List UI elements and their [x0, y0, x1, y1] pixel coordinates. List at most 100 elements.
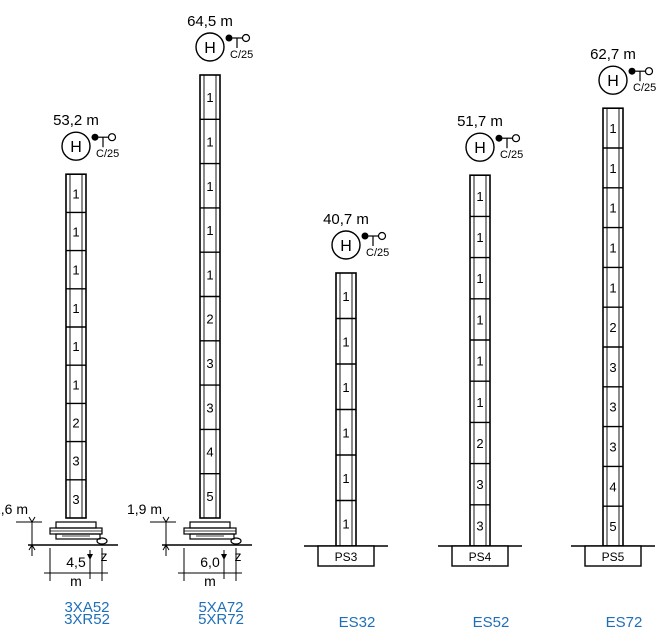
model-caption: ES52: [472, 614, 510, 631]
section-number: 1: [609, 201, 616, 216]
model-caption: 3XR52: [64, 611, 110, 628]
section-number: 1: [342, 289, 349, 304]
chassis-top: [189, 521, 231, 529]
lamp-filled-icon: [495, 134, 503, 142]
foundation-block: [584, 545, 642, 567]
section-number: 1: [476, 230, 483, 245]
section-number: 1: [72, 339, 79, 354]
hook-code: C/25: [633, 82, 656, 94]
section-number: 2: [72, 416, 79, 431]
lamp-filled-icon: [225, 34, 233, 42]
wheel: [96, 537, 108, 545]
section-number: 2: [609, 320, 616, 335]
hook-circle: [331, 230, 361, 260]
section-number: 1: [476, 271, 483, 286]
hook-label: H: [70, 139, 82, 156]
hook-label: H: [607, 73, 619, 90]
hook-label: H: [474, 140, 486, 157]
hook-label: H: [204, 40, 216, 57]
base-height-label: 1,6 m: [0, 501, 28, 517]
section-number: 2: [476, 436, 483, 451]
section-number: 3: [206, 356, 213, 371]
lamp-filled-icon: [361, 232, 369, 240]
section-number: 1: [206, 179, 213, 194]
section-number: 4: [609, 479, 616, 494]
hook-circle: [465, 132, 495, 162]
foundation-block: [451, 545, 509, 567]
height-label: 62,7 m: [590, 46, 636, 63]
model-caption: ES72: [605, 614, 643, 631]
hook-label: H: [340, 238, 352, 255]
hook-circle: [195, 32, 225, 62]
section-number: 3: [72, 454, 79, 469]
section-number: 3: [476, 518, 483, 533]
lamp-empty-icon: [107, 133, 117, 142]
section-number: 5: [609, 519, 616, 534]
chassis-top: [55, 521, 97, 529]
section-number: 1: [206, 267, 213, 282]
z-label: z: [235, 548, 242, 564]
tower-3xa52: 1 1 1 1 1 1 2 3 3 H C/25 53,2 m 1,6 m 4,5 m z: [0, 112, 119, 589]
section-number: 1: [342, 471, 349, 486]
hook-code: C/25: [96, 148, 119, 160]
foundation-label: PS3: [335, 550, 358, 564]
lamp-empty-icon: [511, 134, 521, 143]
section-number: 1: [72, 263, 79, 278]
section-number: 1: [342, 425, 349, 440]
base-height-label: 1,9 m: [127, 501, 162, 517]
height-label: 51,7 m: [457, 113, 503, 130]
base-width-label: 4,5: [66, 554, 86, 570]
lamp-empty-icon: [241, 33, 251, 43]
lamp-filled-icon: [628, 67, 636, 75]
section-number: 1: [72, 301, 79, 316]
lamp-filled-icon: [91, 133, 99, 141]
section-number: 1: [476, 312, 483, 327]
mast-inner-outline: [69, 173, 83, 519]
z-label: z: [101, 548, 108, 564]
section-number: 1: [609, 161, 616, 176]
tower-5xa72: 1 1 1 1 1 2 3 3 4 5 H C/25 64,5 m 1,9 m 6,0 m z: [127, 13, 253, 589]
dim-arrow: [28, 516, 36, 523]
section-number: 4: [206, 445, 213, 460]
chassis-lower: [189, 533, 235, 540]
hook-circle: [598, 65, 628, 95]
section-number: 2: [206, 312, 213, 327]
section-number: 1: [206, 90, 213, 105]
section-number: 3: [609, 360, 616, 375]
section-number: 1: [72, 377, 79, 392]
model-caption: 5XR72: [198, 611, 244, 628]
section-number: 1: [342, 380, 349, 395]
hook-circle: [61, 131, 91, 161]
wheel: [230, 537, 242, 545]
section-number: 1: [72, 225, 79, 240]
section-number: 1: [476, 189, 483, 204]
lamp-empty-icon: [377, 231, 387, 241]
section-number: 1: [206, 134, 213, 149]
height-label: 53,2 m: [53, 112, 99, 129]
foundation-label: PS5: [602, 550, 625, 564]
section-number: 3: [206, 400, 213, 415]
base-width-label: 6,0: [200, 554, 220, 570]
model-caption: 3XA52: [64, 599, 110, 616]
tower-es32: 1 1 1 1 1 1 H C/25 40,7 m PS3: [304, 211, 389, 567]
base-width-unit: m: [204, 573, 216, 589]
section-number: 1: [206, 223, 213, 238]
base-width-unit: m: [70, 573, 82, 589]
section-number: 3: [72, 492, 79, 507]
hook-code: C/25: [366, 247, 389, 259]
z-arrow-icon: [221, 554, 227, 560]
foundation-label: PS4: [469, 550, 492, 564]
hook-code: C/25: [500, 149, 523, 161]
z-arrow-icon: [87, 554, 93, 560]
section-number: 3: [609, 440, 616, 455]
section-number: 1: [609, 280, 616, 295]
dim-arrow: [162, 516, 170, 523]
hook-code: C/25: [230, 49, 253, 61]
height-label: 40,7 m: [323, 211, 369, 228]
section-number: 3: [476, 477, 483, 492]
height-label: 64,5 m: [187, 13, 233, 30]
section-number: 1: [609, 121, 616, 136]
section-number: 1: [476, 354, 483, 369]
section-number: 1: [342, 516, 349, 531]
section-number: 1: [72, 186, 79, 201]
